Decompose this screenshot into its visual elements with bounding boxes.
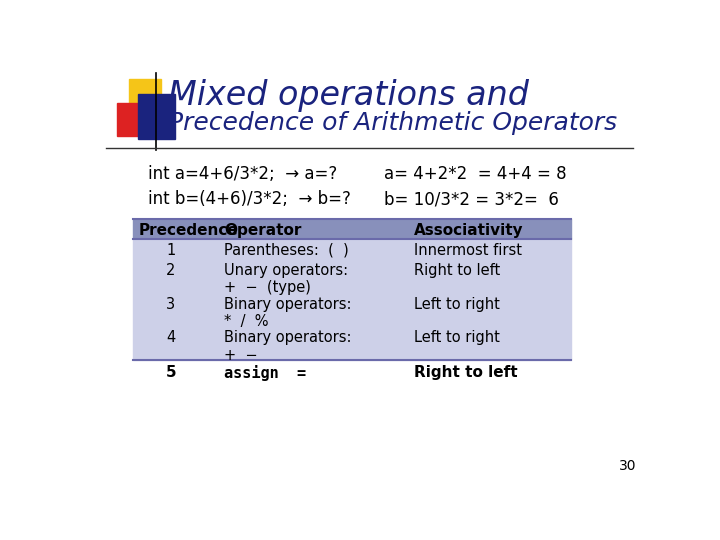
- Bar: [132, 219, 570, 239]
- Text: Binary operators:
*  /  %: Binary operators: * / %: [224, 296, 351, 329]
- Text: 30: 30: [619, 459, 636, 473]
- Text: int b=(4+6)/3*2;  → b=?: int b=(4+6)/3*2; → b=?: [148, 190, 351, 208]
- Bar: [129, 79, 161, 111]
- Text: 5: 5: [166, 365, 176, 380]
- Text: 4: 4: [166, 330, 176, 346]
- Text: assign  =: assign =: [224, 365, 306, 381]
- Text: 3: 3: [166, 296, 176, 312]
- Text: Unary operators:
+  −  (type): Unary operators: + − (type): [224, 262, 348, 295]
- Bar: [117, 103, 150, 136]
- Text: b= 10/3*2 = 3*2=  6: b= 10/3*2 = 3*2= 6: [384, 190, 559, 208]
- Bar: [138, 94, 175, 139]
- Text: 2: 2: [166, 262, 176, 278]
- Text: Right to left: Right to left: [414, 365, 518, 380]
- Text: Right to left: Right to left: [414, 262, 500, 278]
- Text: Parentheses:  (  ): Parentheses: ( ): [224, 242, 348, 258]
- Text: Operator: Operator: [224, 222, 302, 238]
- Text: Left to right: Left to right: [414, 330, 500, 346]
- Bar: [132, 239, 570, 361]
- Text: Binary operators:
+  −: Binary operators: + −: [224, 330, 351, 363]
- Text: 1: 1: [166, 242, 176, 258]
- Text: Left to right: Left to right: [414, 296, 500, 312]
- Text: a= 4+2*2  = 4+4 = 8: a= 4+2*2 = 4+4 = 8: [384, 165, 567, 183]
- Text: Innermost first: Innermost first: [414, 242, 522, 258]
- Text: int a=4+6/3*2;  → a=?: int a=4+6/3*2; → a=?: [148, 165, 338, 183]
- Text: Precedence of Arithmetic Operators: Precedence of Arithmetic Operators: [168, 111, 616, 135]
- Text: Associativity: Associativity: [414, 222, 523, 238]
- Text: Precedence: Precedence: [139, 222, 238, 238]
- Text: Mixed operations and: Mixed operations and: [168, 79, 528, 112]
